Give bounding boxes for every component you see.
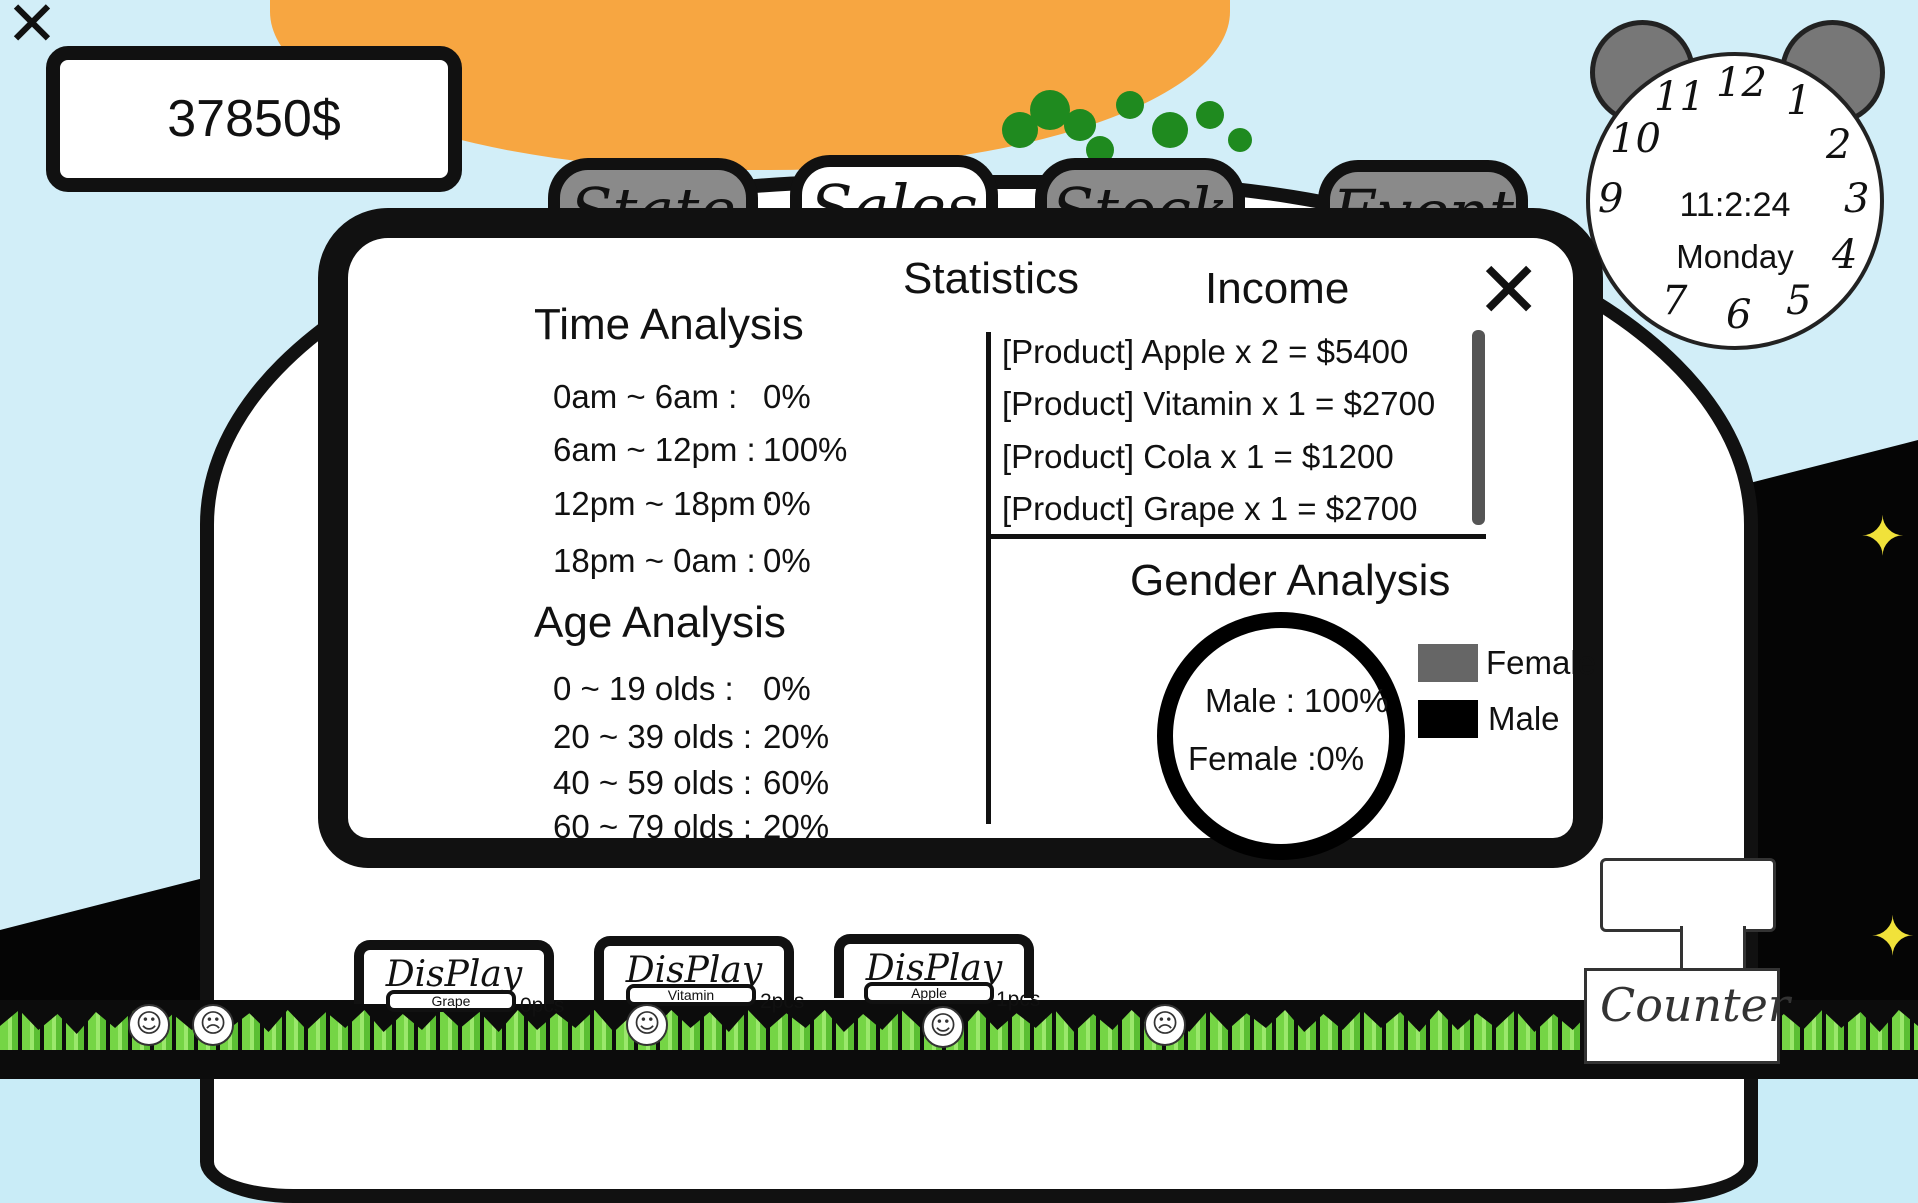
clock-number: 6 [1726, 292, 1752, 338]
clock-number: 4 [1832, 232, 1858, 278]
clock-number: 7 [1662, 278, 1688, 324]
gender-analysis-heading: Gender Analysis [1130, 556, 1451, 605]
income-item: [Product] Cola x 1 = $1200 [1002, 438, 1394, 475]
display-item-label: Grape [386, 990, 516, 1012]
section-divider [990, 534, 1486, 539]
clock-time: 11:2:24 [1679, 186, 1791, 224]
time-row-label: 0am ~ 6am : [553, 378, 738, 415]
clock-face: 12 1 2 3 4 5 6 7 9 10 11 11:2:24 Monday [1586, 52, 1884, 350]
legend-swatch-male [1418, 700, 1478, 738]
age-row-label: 60 ~ 79 olds : [553, 808, 753, 845]
display-shelf-grape[interactable]: DisPlay [354, 940, 554, 1004]
time-row-value: 0% [763, 485, 811, 522]
clock-day: Monday [1676, 238, 1794, 275]
customer-happy-icon: ☺ [922, 1006, 964, 1048]
customer-happy-icon: ☺ [626, 1004, 668, 1046]
customer-sad-icon: ☹ [192, 1004, 234, 1046]
money-display: 37850$ [46, 46, 462, 192]
counter-desk[interactable] [1584, 968, 1780, 1064]
legend-label-female: Female [1486, 644, 1597, 681]
customer-happy-icon: ☺ [128, 1004, 170, 1046]
display-count: 2pcs [760, 990, 805, 1013]
income-item: [Product] Vitamin x 1 = $2700 [1002, 385, 1436, 422]
clock-widget: 12 1 2 3 4 5 6 7 9 10 11 11:2:24 Monday [1580, 20, 1890, 360]
legend-label-male: Male [1488, 700, 1560, 737]
clock-number: 11 [1654, 74, 1705, 120]
age-row-value: 60% [763, 764, 830, 801]
customer-sad-icon: ☹ [1144, 1004, 1186, 1046]
income-item: [Product] Grape x 1 = $2700 [1002, 490, 1418, 527]
time-analysis-heading: Time Analysis [534, 300, 804, 349]
column-divider [986, 332, 991, 824]
time-row-label: 12pm ~ 18pm : [553, 485, 775, 522]
display-item-label: Vitamin [626, 984, 756, 1006]
star-icon: ✦ [1860, 505, 1906, 568]
close-icon[interactable]: ✕ [6, 0, 58, 60]
clock-number: 2 [1826, 122, 1852, 168]
time-row-label: 6am ~ 12pm : [553, 431, 756, 468]
age-analysis-heading: Age Analysis [534, 598, 786, 647]
age-row-label: 40 ~ 59 olds : [553, 764, 753, 801]
clock-number: 10 [1610, 116, 1661, 162]
clock-number: 12 [1716, 60, 1767, 106]
time-row-value: 100% [763, 431, 848, 468]
time-row-value: 0% [763, 378, 811, 415]
display-count: 1pcs [996, 988, 1041, 1011]
male-percentage: Male : 100% [1205, 682, 1389, 719]
income-item: [Product] Apple x 2 = $5400 [1002, 333, 1409, 370]
close-panel-icon[interactable]: ✕ [1476, 246, 1542, 336]
age-row-value: 20% [763, 718, 830, 755]
income-scrollbar[interactable] [1472, 330, 1485, 525]
counter-label: Counter [1600, 978, 1790, 1032]
clock-number: 3 [1844, 176, 1870, 222]
display-count: 0pcs [520, 994, 565, 1017]
star-icon: ✦ [1870, 905, 1916, 968]
female-percentage: Female :0% [1188, 740, 1365, 777]
time-row-label: 18pm ~ 0am : [553, 542, 756, 579]
display-title: DisPlay [385, 954, 523, 995]
gender-pie-chart [1157, 612, 1405, 860]
income-heading: Income [1205, 264, 1350, 313]
clock-number: 1 [1786, 78, 1812, 124]
display-item-label: Apple [864, 982, 994, 1004]
time-row-value: 0% [763, 542, 811, 579]
clerk-body [1680, 926, 1746, 973]
clerk-character [1600, 858, 1776, 932]
age-row-value: 0% [763, 670, 811, 707]
legend-swatch-female [1418, 644, 1478, 682]
panel-title: Statistics [903, 254, 1080, 303]
tree-leaves [1002, 90, 1252, 164]
clock-number: 5 [1786, 278, 1812, 324]
age-row-label: 0 ~ 19 olds : [553, 670, 734, 707]
money-amount: 37850$ [167, 90, 341, 148]
age-row-value: 20% [763, 808, 830, 845]
age-row-label: 20 ~ 39 olds : [553, 718, 753, 755]
clock-number: 9 [1598, 176, 1624, 222]
